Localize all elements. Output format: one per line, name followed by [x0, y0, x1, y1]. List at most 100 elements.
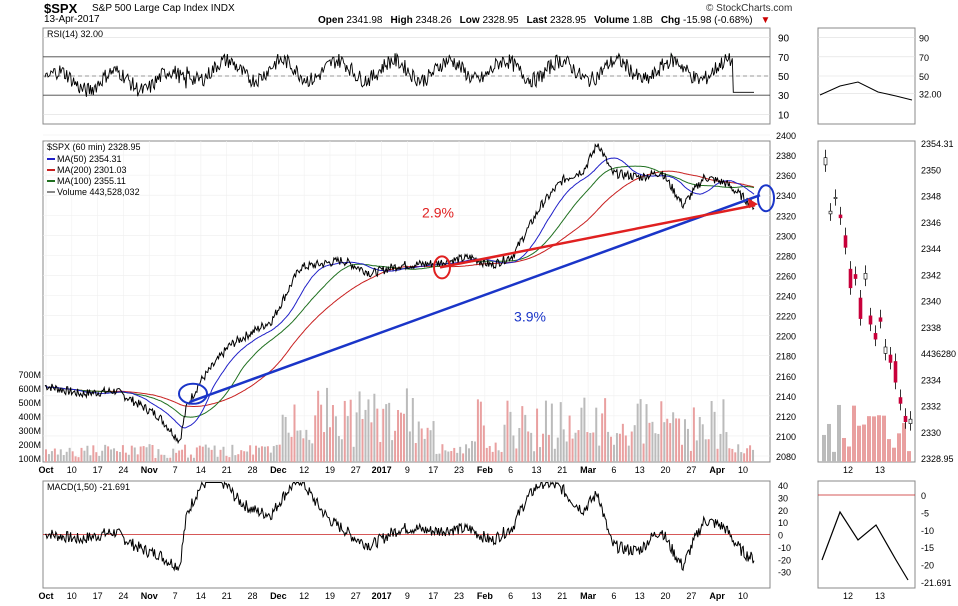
- volume-bar: [414, 443, 417, 462]
- side-volume-bar: [837, 404, 841, 462]
- volume-bar: [343, 400, 346, 462]
- macd-x-tick-label: 27: [686, 591, 696, 601]
- side-macd-line: [821, 510, 909, 581]
- volume-bar: [524, 414, 527, 462]
- quote-value-open: 2341.98: [346, 15, 383, 26]
- volume-bar: [429, 430, 432, 462]
- volume-bar: [491, 451, 494, 462]
- volume-bar: [660, 401, 663, 462]
- volume-bar: [352, 446, 355, 462]
- volume-bar: [287, 432, 290, 462]
- volume-bar: [547, 434, 550, 462]
- volume-bar: [686, 428, 689, 462]
- volume-bar: [311, 443, 314, 462]
- volume-bar: [260, 446, 263, 462]
- rsi-side-tick: 70: [919, 53, 929, 63]
- volume-bar: [672, 412, 675, 462]
- volume-bar: [181, 449, 184, 462]
- macd-x-tick-label: 14: [196, 591, 206, 601]
- rsi-tick-label: 70: [778, 53, 790, 64]
- volume-bar: [562, 429, 565, 462]
- candle-body: [823, 157, 828, 166]
- volume-bar: [633, 425, 636, 462]
- volume-bar: [195, 447, 198, 462]
- side-x-label: 13: [875, 465, 885, 475]
- volume-bar: [382, 408, 385, 462]
- volume-bar: [385, 404, 388, 462]
- volume-bar: [683, 419, 686, 462]
- volume-bar: [284, 416, 287, 462]
- macd-tick-label: -30: [778, 568, 791, 578]
- side-price-tick: 2340: [921, 297, 941, 307]
- volume-bar: [571, 438, 574, 462]
- volume-bar: [639, 399, 642, 462]
- side-macd-x-label: 13: [875, 591, 885, 601]
- volume-bar: [731, 448, 734, 462]
- side-volume-bar: [907, 451, 911, 462]
- volume-bar: [361, 418, 364, 462]
- candle-body: [858, 297, 863, 319]
- volume-bar: [476, 399, 479, 462]
- volume-bar: [340, 439, 343, 462]
- macd-x-tick-label: 21: [557, 591, 567, 601]
- volume-tick-label: 700M: [18, 370, 41, 380]
- volume-bar: [462, 453, 465, 462]
- macd-x-tick-label: 19: [325, 591, 335, 601]
- volume-bar: [249, 445, 252, 462]
- volume-bar: [328, 427, 331, 462]
- x-tick-label: 21: [222, 465, 232, 475]
- side-macd-x-label: 12: [843, 591, 853, 601]
- volume-bar: [346, 416, 349, 462]
- volume-bar: [299, 430, 302, 462]
- volume-bar: [586, 432, 589, 462]
- rsi-tick-label: 30: [778, 91, 790, 102]
- volume-bar: [447, 451, 450, 462]
- side-price-tick: 2332: [921, 402, 941, 412]
- side-volume-bar: [847, 446, 851, 462]
- volume-bar: [160, 454, 163, 462]
- volume-bar: [65, 451, 68, 462]
- x-tick-label: 21: [557, 465, 567, 475]
- candle-body: [868, 315, 873, 325]
- volume-bar: [417, 421, 420, 462]
- macd-tick-label: 20: [778, 506, 788, 516]
- blue-trendline: [189, 194, 761, 404]
- x-tick-label: Apr: [709, 465, 725, 475]
- volume-bar: [142, 446, 145, 462]
- side-volume-bar: [862, 424, 866, 462]
- volume-bar: [263, 446, 266, 462]
- volume-bar: [438, 453, 441, 462]
- side-volume-bar: [867, 416, 871, 462]
- volume-bar: [204, 444, 207, 462]
- volume-bar: [636, 403, 639, 462]
- volume-bar: [681, 444, 684, 462]
- volume-bar: [157, 449, 160, 462]
- volume-bar: [367, 399, 370, 462]
- macd-x-tick-label: 20: [661, 591, 671, 601]
- volume-bar: [577, 430, 580, 462]
- volume-bar: [559, 402, 562, 462]
- macd-x-tick-label: 28: [248, 591, 258, 601]
- side-rsi-line: [819, 81, 913, 101]
- price-tick-label: 2120: [776, 412, 796, 422]
- volume-bar: [56, 454, 59, 462]
- volume-bar: [536, 408, 539, 462]
- macd-x-tick-label: 7: [173, 591, 178, 601]
- volume-bar: [175, 452, 178, 462]
- volume-bar: [450, 451, 453, 462]
- x-tick-label: 20: [661, 465, 671, 475]
- volume-bar: [355, 412, 358, 462]
- volume-bar: [121, 445, 124, 462]
- volume-bar: [213, 445, 216, 462]
- macd-x-tick-label: 13: [635, 591, 645, 601]
- blue-circle-nov: [178, 382, 208, 405]
- volume-bar: [402, 413, 405, 462]
- x-tick-label: 7: [173, 465, 178, 475]
- x-tick-label: 17: [93, 465, 103, 475]
- macd-x-tick-label: 24: [118, 591, 128, 601]
- quote-value-last: 2328.95: [549, 15, 587, 26]
- side-price-tick: 2348: [921, 192, 941, 202]
- volume-bar: [184, 444, 187, 462]
- volume-bar: [95, 452, 98, 462]
- price-side-panel: [817, 140, 916, 463]
